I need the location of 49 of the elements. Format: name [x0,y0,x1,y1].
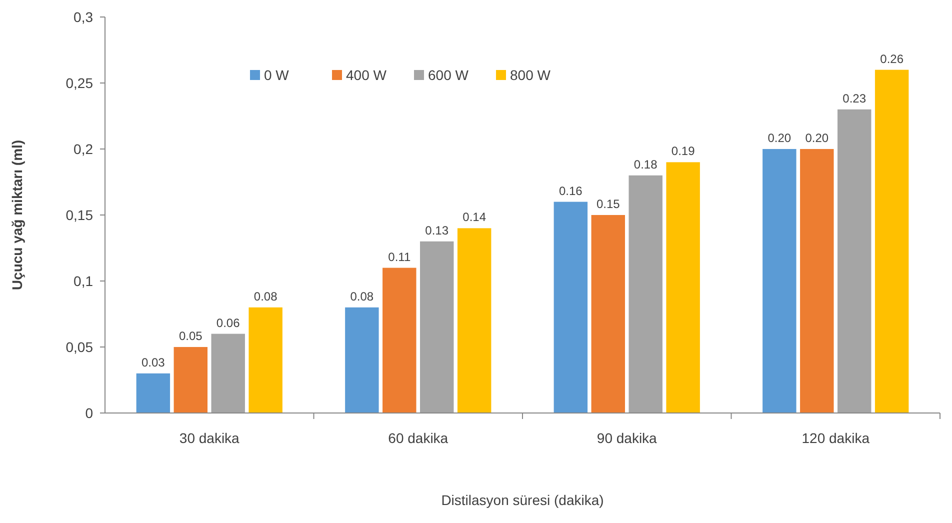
y-axis-title: Uçucu yağ miktarı (ml) [9,140,25,290]
data-label: 0.14 [462,210,486,224]
legend-label: 400 W [346,66,388,83]
bar [174,347,208,413]
data-label: 0.11 [388,250,411,264]
data-label: 0.05 [178,329,203,343]
x-tick-label: 90 dakika [596,430,658,446]
bar [420,241,454,413]
data-label: 0.16 [558,184,583,198]
x-tick-label: 120 dakika [802,430,870,446]
data-label: 0.08 [254,289,278,304]
x-tick-label: 60 dakika [388,430,448,446]
bar [345,307,379,413]
bar [136,373,170,413]
y-tick-label: 0 [85,404,94,421]
data-label: 0.08 [350,289,374,304]
bar [762,149,796,413]
data-label: 0.06 [216,316,240,330]
data-label: 0.20 [805,131,829,145]
x-tick-label: 30 dakika [179,430,240,446]
data-label: 0.15 [596,197,620,211]
legend-label: 800 W [510,66,552,83]
data-label: 0.19 [671,144,696,158]
bar [591,215,625,413]
legend-label: 0 W [264,66,290,83]
y-tick-label: 0,2 [74,140,94,157]
x-axis-title: Distilasyon süresi (dakika) [441,492,604,508]
bar [800,149,834,413]
y-tick-label: 0,05 [66,338,94,355]
y-tick-label: 0,25 [66,74,94,91]
bar [554,202,588,413]
data-label: 0.26 [880,52,904,66]
bar [628,175,662,413]
bar [382,268,416,413]
bar [211,334,245,413]
bar [838,109,872,413]
data-label: 0.03 [141,355,166,370]
y-tick-label: 0,1 [74,272,94,289]
bar [666,162,700,413]
bar [457,228,492,413]
y-tick-label: 0,3 [74,8,94,25]
y-tick-label: 0,15 [66,206,94,223]
legend-label: 600 W [428,66,470,83]
data-label: 0.13 [425,223,449,238]
data-label: 0.23 [842,91,866,106]
data-label: 0.20 [768,131,792,145]
data-label: 0.18 [634,157,658,172]
bar [874,70,909,413]
bar [248,307,282,413]
